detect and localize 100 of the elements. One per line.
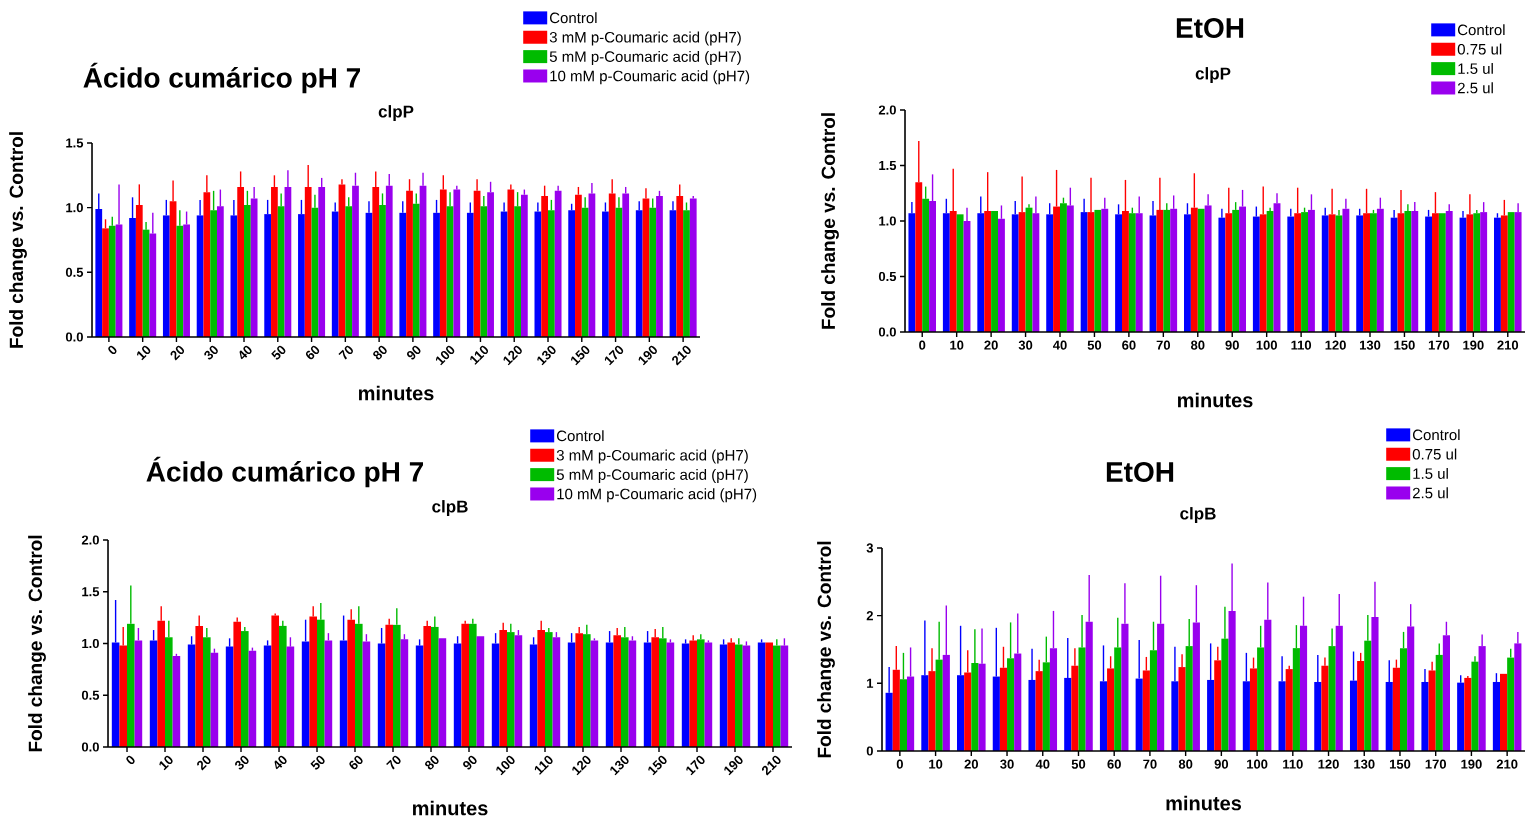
legend-label: 5 mM p-Coumaric acid (pH7) bbox=[556, 468, 748, 483]
x-tick-label: 90 bbox=[1214, 759, 1229, 769]
bar bbox=[991, 211, 998, 332]
x-tick-label: 60 bbox=[305, 345, 320, 360]
bar bbox=[689, 198, 697, 337]
x-tick-label: 30 bbox=[235, 755, 249, 770]
x-tick-label: 60 bbox=[1107, 759, 1121, 769]
bar bbox=[545, 632, 553, 747]
x-tick-label: 190 bbox=[1461, 759, 1482, 769]
x-tick-label: 90 bbox=[1225, 340, 1239, 350]
x-tick-label: 50 bbox=[310, 755, 325, 770]
y-tick-label: 2.0 bbox=[878, 105, 896, 115]
x-tick-label: 20 bbox=[197, 755, 211, 771]
x-tick-label: 100 bbox=[1247, 759, 1268, 769]
y-tick-label: 1 bbox=[867, 678, 874, 688]
bar bbox=[1499, 673, 1508, 751]
x-tick-label: 30 bbox=[1000, 759, 1014, 769]
x-tick-label: 170 bbox=[686, 755, 705, 776]
x-tick-label: 10 bbox=[159, 755, 173, 771]
bar bbox=[1197, 208, 1205, 332]
bar bbox=[423, 625, 432, 747]
bar bbox=[554, 190, 562, 337]
chart-title: Ácido cumárico pH 7 bbox=[83, 62, 361, 94]
legend-label: Control bbox=[556, 430, 604, 442]
y-tick-label: 1.0 bbox=[82, 638, 99, 649]
bar bbox=[241, 631, 249, 747]
bar bbox=[1285, 669, 1293, 751]
legend-label: 3 mM p-Coumaric acid (pH7) bbox=[556, 449, 748, 464]
legend-label: Control bbox=[549, 12, 597, 24]
x-tick-label: 100 bbox=[1256, 340, 1277, 350]
legend-label: 10 mM p-Coumaric acid (pH7) bbox=[557, 488, 757, 503]
y-tick-label: 0.0 bbox=[81, 742, 99, 752]
bar bbox=[233, 621, 242, 747]
bar bbox=[1370, 213, 1377, 332]
legend-label: 2.5 ul bbox=[1412, 487, 1448, 499]
legend-label: Control bbox=[1457, 24, 1505, 36]
bar bbox=[1266, 211, 1274, 332]
bar bbox=[628, 640, 637, 747]
x-tick-label: 150 bbox=[1389, 759, 1411, 769]
x-tick-label: 10 bbox=[950, 340, 964, 350]
x-tick-label: 100 bbox=[435, 345, 455, 366]
x-tick-label: 100 bbox=[496, 755, 515, 776]
x-tick-label: 80 bbox=[373, 345, 387, 360]
bar bbox=[476, 636, 485, 747]
bar bbox=[248, 650, 257, 747]
x-tick-label: 0 bbox=[126, 755, 135, 765]
x-tick-label: 170 bbox=[1428, 340, 1450, 350]
x-tick-label: 0 bbox=[919, 340, 926, 350]
bar bbox=[742, 645, 751, 747]
y-tick-label: 2.0 bbox=[81, 535, 99, 545]
x-axis-title: minutes bbox=[1177, 392, 1253, 408]
y-tick-label: 0.0 bbox=[878, 327, 896, 337]
legend-label: 5 mM p-Coumaric acid (pH7) bbox=[549, 50, 741, 65]
x-tick-label: 120 bbox=[572, 755, 591, 776]
bar bbox=[590, 640, 599, 747]
y-tick-label: 0.5 bbox=[65, 267, 84, 277]
x-tick-label: 150 bbox=[571, 345, 590, 366]
x-tick-label: 210 bbox=[672, 345, 691, 366]
bar bbox=[520, 194, 528, 337]
x-tick-label: 40 bbox=[1052, 340, 1067, 350]
bar bbox=[1464, 677, 1472, 751]
x-tick-label: 80 bbox=[425, 755, 439, 770]
bar bbox=[666, 642, 675, 747]
legend-label: 2.5 ul bbox=[1457, 82, 1493, 94]
chart-title: Ácido cumárico pH 7 bbox=[146, 456, 424, 488]
y-axis-title: Fold change vs. Control bbox=[817, 541, 835, 758]
x-tick-label: 130 bbox=[1359, 340, 1381, 350]
x-tick-label: 20 bbox=[984, 340, 998, 350]
y-tick-label: 3 bbox=[866, 543, 873, 553]
x-tick-label: 190 bbox=[1463, 340, 1484, 350]
bar bbox=[1494, 217, 1501, 332]
bar bbox=[461, 623, 470, 747]
x-tick-label: 60 bbox=[1122, 340, 1136, 350]
x-tick-label: 10 bbox=[929, 759, 943, 769]
y-tick-label: 0.5 bbox=[878, 271, 897, 282]
legend-label: 10 mM p-Coumaric acid (pH7) bbox=[550, 70, 750, 85]
legend-label: 3 mM p-Coumaric acid (pH7) bbox=[549, 31, 741, 46]
legend-label: 1.5 ul bbox=[1413, 467, 1448, 479]
chart-subtitle: clpB bbox=[1180, 507, 1216, 523]
bar bbox=[765, 642, 773, 747]
bar bbox=[210, 652, 219, 747]
x-tick-label: 70 bbox=[1143, 759, 1157, 769]
x-tick-label: 50 bbox=[1071, 759, 1086, 769]
x-tick-label: 0 bbox=[108, 345, 117, 355]
chart-title: EtOH bbox=[1176, 18, 1244, 38]
x-tick-label: 90 bbox=[406, 345, 421, 360]
x-tick-label: 170 bbox=[1425, 759, 1446, 769]
y-tick-label: 1.5 bbox=[66, 138, 84, 148]
x-tick-label: 150 bbox=[648, 755, 667, 776]
x-tick-label: 20 bbox=[170, 345, 185, 361]
bar bbox=[681, 643, 690, 747]
x-tick-label: 60 bbox=[349, 755, 363, 770]
x-tick-label: 70 bbox=[386, 755, 401, 770]
x-tick-label: 120 bbox=[1325, 340, 1346, 350]
x-tick-label: 30 bbox=[204, 345, 218, 360]
legend-label: 0.75 ul bbox=[1457, 43, 1502, 55]
y-tick-label: 0 bbox=[866, 746, 873, 756]
bar bbox=[956, 214, 964, 332]
bar bbox=[1438, 213, 1446, 332]
y-tick-label: 0.0 bbox=[65, 332, 83, 342]
